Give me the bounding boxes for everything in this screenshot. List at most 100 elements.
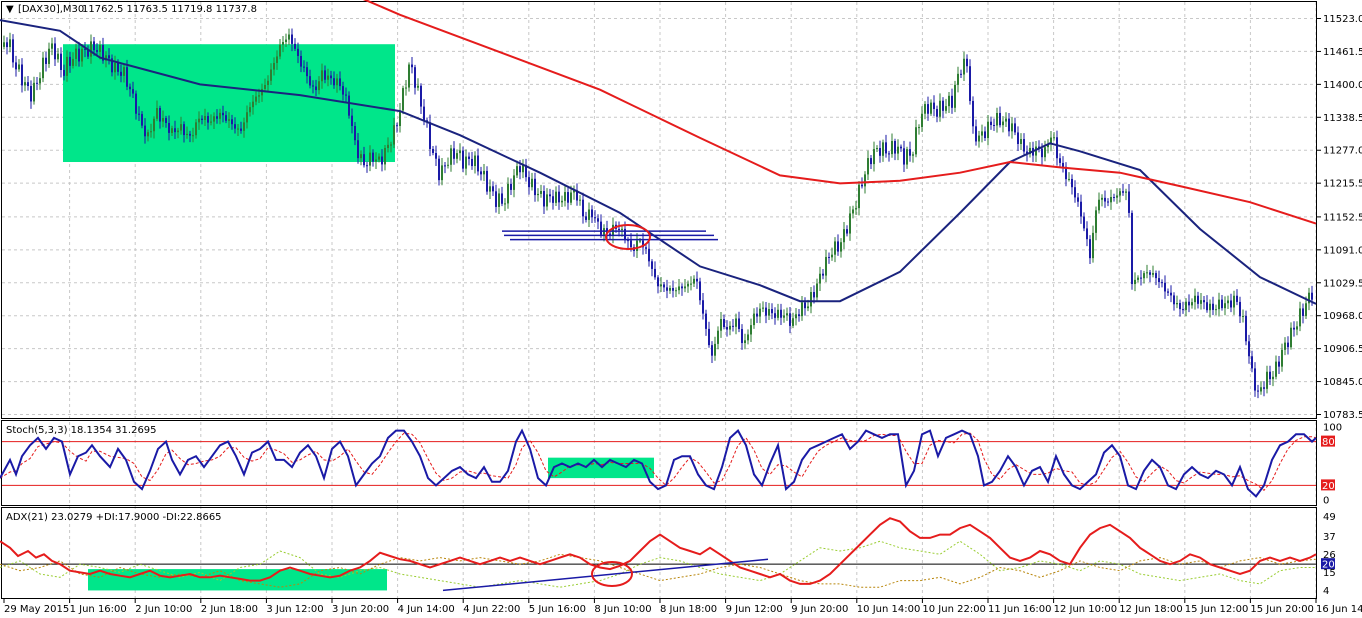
candle-body bbox=[1140, 277, 1142, 279]
candle-body bbox=[387, 144, 389, 148]
candle-body bbox=[807, 306, 809, 309]
moving-averages bbox=[0, 0, 1317, 305]
time-tick-label: 8 Jun 10:00 bbox=[594, 604, 651, 615]
candle-body bbox=[1206, 302, 1208, 311]
candle-body bbox=[489, 186, 491, 192]
candle-body bbox=[996, 112, 998, 126]
candle-body bbox=[1236, 295, 1238, 302]
candle-body bbox=[321, 70, 323, 82]
candle-body bbox=[1002, 121, 1004, 126]
candle-body bbox=[1245, 315, 1247, 342]
candle-body bbox=[1017, 132, 1019, 144]
candle-body bbox=[852, 209, 854, 214]
candle-body bbox=[993, 124, 995, 126]
candle-body bbox=[924, 104, 926, 114]
candle-body bbox=[348, 95, 350, 116]
candle-body bbox=[12, 39, 14, 63]
candle-body bbox=[21, 64, 23, 86]
candle-body bbox=[786, 313, 788, 316]
candle-body bbox=[54, 43, 56, 60]
adx-tick-label: 4 bbox=[1323, 586, 1329, 597]
candle-body bbox=[270, 69, 272, 81]
candle-body bbox=[951, 95, 953, 108]
candle-body bbox=[1212, 303, 1214, 310]
candle-body bbox=[1011, 123, 1013, 132]
candle-body bbox=[57, 53, 59, 60]
candle-body bbox=[957, 73, 959, 85]
candle-body bbox=[492, 186, 494, 192]
candle-body bbox=[987, 121, 989, 139]
candle-body bbox=[30, 86, 32, 102]
time-tick-label: 8 Jun 18:00 bbox=[660, 604, 717, 615]
candle-body bbox=[717, 330, 719, 344]
candle-body bbox=[1014, 123, 1016, 133]
candle-body bbox=[1065, 166, 1067, 180]
candle-body bbox=[510, 183, 512, 190]
candle-body bbox=[1308, 292, 1310, 304]
stochastic-panel[interactable]: Stoch(5,3,3) 18.1354 31.2695 bbox=[0, 420, 1317, 506]
ma-slow-line bbox=[362, 0, 1317, 225]
candle-body bbox=[513, 175, 515, 190]
candle-body bbox=[333, 78, 335, 86]
candle-body bbox=[1047, 144, 1049, 148]
candle-body bbox=[555, 191, 557, 203]
time-tick-label: 12 Jun 18:00 bbox=[1119, 604, 1183, 615]
candle-body bbox=[276, 56, 278, 63]
candle-body bbox=[1080, 201, 1082, 217]
candle-body bbox=[930, 102, 932, 114]
price-panel-header-arrow[interactable]: ▼ bbox=[6, 4, 14, 15]
candle-body bbox=[933, 102, 935, 109]
candle-body bbox=[972, 100, 974, 127]
candle-body bbox=[690, 283, 692, 285]
candle-body bbox=[297, 48, 299, 57]
candle-body bbox=[720, 319, 722, 331]
candle-body bbox=[63, 69, 65, 76]
candle-body bbox=[801, 302, 803, 317]
candle-body bbox=[1044, 147, 1046, 158]
candle-body bbox=[771, 309, 773, 314]
candle-body bbox=[246, 112, 248, 123]
candle-body bbox=[735, 318, 737, 327]
candle-body bbox=[960, 73, 962, 75]
candle-body bbox=[1056, 137, 1058, 159]
candle-body bbox=[1254, 368, 1256, 391]
candle-body bbox=[357, 140, 359, 159]
price-tick-label: 10968.0 bbox=[1323, 311, 1362, 322]
candle-body bbox=[330, 75, 332, 79]
candle-body bbox=[81, 48, 83, 62]
candle-body bbox=[1098, 199, 1100, 211]
adx-panel[interactable]: ADX(21) 23.0279 +DI:17.9000 -DI:22.8665 bbox=[0, 507, 1317, 599]
stochastic-level-badge bbox=[1321, 479, 1335, 491]
adx-header: ADX(21) 23.0279 +DI:17.9000 -DI:22.8665 bbox=[6, 512, 222, 523]
candle-body bbox=[198, 118, 200, 123]
candle-body bbox=[228, 119, 230, 121]
candle-body bbox=[828, 256, 830, 258]
price-panel[interactable]: ▼ [DAX30],M30 11762.5 11763.5 11719.8 11… bbox=[0, 0, 1317, 419]
candle-body bbox=[216, 116, 218, 119]
candle-body bbox=[1029, 147, 1031, 155]
candle-body bbox=[1296, 326, 1298, 330]
price-tick-label: 11091.0 bbox=[1323, 245, 1362, 256]
candle-body bbox=[438, 158, 440, 181]
candle-body bbox=[168, 122, 170, 133]
candle-body bbox=[390, 144, 392, 146]
candle-body bbox=[1107, 201, 1109, 203]
stochastic-axis: 100 80 20 0 bbox=[1321, 423, 1342, 507]
candle-body bbox=[978, 135, 980, 142]
price-panel-frame bbox=[1, 1, 1317, 419]
candle-body bbox=[648, 248, 650, 262]
candle-body bbox=[372, 152, 374, 162]
candle-body bbox=[324, 70, 326, 80]
candle-body bbox=[1275, 361, 1277, 377]
candle-body bbox=[459, 150, 461, 154]
candle-body bbox=[120, 71, 122, 76]
candle-body bbox=[732, 325, 734, 327]
candle-body bbox=[303, 66, 305, 68]
candle-body bbox=[204, 115, 206, 120]
candle-body bbox=[156, 108, 158, 119]
candle-body bbox=[819, 273, 821, 284]
candle-body bbox=[186, 133, 188, 136]
candle-body bbox=[525, 164, 527, 178]
candle-body bbox=[1191, 302, 1193, 306]
